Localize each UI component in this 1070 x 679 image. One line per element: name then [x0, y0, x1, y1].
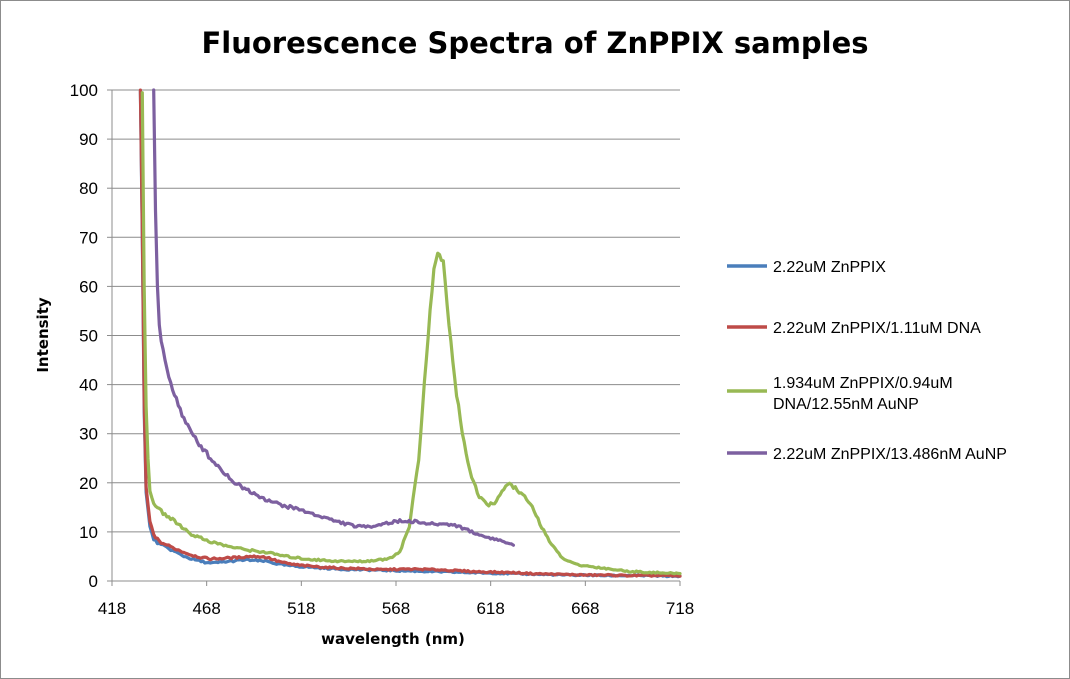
y-tick-labels: 0 10 20 30 40 50 60 70 80 90 100 — [70, 81, 98, 591]
x-tick-label: 468 — [192, 599, 220, 618]
y-tick-label: 20 — [79, 474, 98, 493]
legend-label-3: 1.934uM ZnPPIX/0.94uM DNA/12.55nM AuNP — [773, 375, 953, 413]
x-tick-label: 668 — [571, 599, 599, 618]
y-tick-label: 80 — [79, 179, 98, 198]
y-axis-title: Intensity — [34, 297, 52, 373]
y-tick-label: 100 — [70, 81, 98, 100]
series-line-1 — [138, 89, 682, 579]
legend: 2.22uM ZnPPIX 2.22uM ZnPPIX/1.11uM DNA 1.9… — [727, 259, 1007, 463]
y-tick-label: 70 — [79, 228, 98, 247]
chart-title: Fluorescence Spectra of ZnPPIX samples — [201, 26, 868, 60]
y-tick-label: 40 — [79, 376, 98, 395]
x-tick-label: 418 — [98, 599, 126, 618]
y-tick-label: 30 — [79, 425, 98, 444]
series-line-3 — [140, 91, 682, 576]
legend-label-1: 2.22uM ZnPPIX — [773, 259, 886, 276]
series-line-4 — [152, 88, 516, 547]
legend-label-4: 2.22uM ZnPPIX/13.486nM AuNP — [773, 446, 1007, 463]
x-tick-label: 718 — [666, 599, 694, 618]
x-tick-label: 568 — [382, 599, 410, 618]
y-tick-label: 0 — [89, 572, 98, 591]
y-tick-label: 10 — [79, 523, 98, 542]
y-tick-label: 90 — [79, 130, 98, 149]
x-tick-label: 618 — [476, 599, 504, 618]
x-tick-label: 518 — [287, 599, 315, 618]
x-tick-labels: 418 468 518 568 618 668 718 — [98, 599, 694, 618]
series-layer — [138, 88, 682, 579]
gridlines — [112, 89, 680, 533]
legend-label-2: 2.22uM ZnPPIX/1.11uM DNA — [773, 320, 981, 337]
series-line-2 — [138, 88, 682, 578]
y-tick-label: 60 — [79, 277, 98, 296]
y-tick-label: 50 — [79, 327, 98, 346]
x-axis-title: wavelength (nm) — [321, 630, 465, 648]
axes — [107, 89, 681, 586]
